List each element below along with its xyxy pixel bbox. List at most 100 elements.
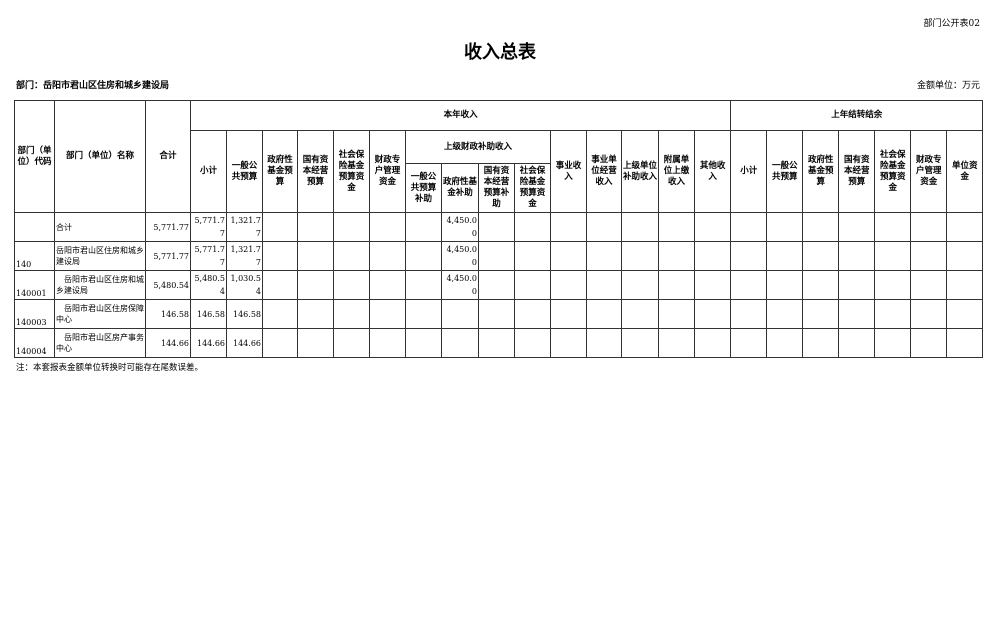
table-row: 合计 5,771.77 5,771.77 1,321.77 4,450.00 [14,212,984,242]
cell-empty [550,270,587,300]
table-row: 140001 岳阳市君山区住房和城乡建设局 5,480.54 5,480.54 1,0… [14,270,984,300]
cell-empty [550,212,587,242]
header-subsidy-col: 政府性基金补助 [441,163,479,213]
cell-subtotal: 5,480.54 [190,270,227,300]
header-py-col: 政府性基金预算 [802,130,840,213]
cell-empty [297,241,334,271]
cell-empty [621,299,659,329]
cell-empty [693,241,732,271]
header-superior-subsidy: 上级财政补助收入 [405,130,551,164]
cell-empty [621,241,659,271]
cell-empty [730,328,768,358]
header-name: 部门（单位）名称 [54,100,146,213]
header-subsidy-col: 国有资本经营预算补助 [478,163,515,213]
cell-empty [333,241,370,271]
cell-empty [478,299,515,329]
cell-general-budget: 144.66 [226,328,263,358]
cell-empty [369,299,406,329]
cell-empty [514,328,551,358]
cell-empty [874,241,912,271]
cell-empty [766,299,804,329]
cell-empty [514,241,551,271]
cell-empty [802,241,840,271]
cell-name: 岳阳市君山区住房和城乡建设局 [54,241,146,271]
cell-empty [369,212,406,242]
header-cy-col: 一般公共预算 [226,130,263,213]
header-subsidy-col: 一般公共预算补助 [405,163,442,213]
cell-empty [730,241,768,271]
cell-empty [333,299,370,329]
cell-empty [946,328,984,358]
cell-empty [658,299,695,329]
cell-empty [405,241,442,271]
cell-empty [297,299,334,329]
cell-empty [550,299,587,329]
header-cy-tail: 上级单位补助收入 [621,130,659,213]
cell-empty [297,328,334,358]
cell-empty [621,270,659,300]
cell-empty [550,241,587,271]
table-row: 140003 岳阳市君山区住房保障中心 146.58 146.58 146.58 [14,299,984,329]
cell-empty [766,212,804,242]
cell-total: 146.58 [145,299,191,329]
cell-empty [478,212,515,242]
department-label: 部门：岳阳市君山区住房和城乡建设局 [16,81,170,91]
cell-empty [369,328,406,358]
cell-empty [297,270,334,300]
cell-empty [514,270,551,300]
cell-empty [478,270,515,300]
header-prior-year: 上年结转结余 [730,100,984,131]
header-cy-tail: 事业收入 [550,130,587,213]
cell-general-budget: 1,321.77 [226,241,263,271]
cell-empty [586,299,622,329]
cell-empty [405,299,442,329]
cell-general-budget: 1,321.77 [226,212,263,242]
header-py-col: 社会保险基金预算资金 [874,130,912,213]
cell-empty [405,328,442,358]
cell-gov-fund-subsidy: 4,450.00 [441,270,479,300]
cell-general-budget: 1,030.54 [226,270,263,300]
cell-empty [658,212,695,242]
header-py-col: 财政专户管理资金 [910,130,948,213]
cell-empty [910,270,948,300]
unit-label: 金额单位：万元 [916,81,980,91]
cell-empty [262,270,298,300]
cell-name: 合计 [54,212,146,242]
cell-empty [478,328,515,358]
cell-empty [766,270,804,300]
cell-general-budget: 146.58 [226,299,263,329]
cell-empty [910,212,948,242]
cell-gov-fund-subsidy [441,299,479,329]
cell-empty [262,328,298,358]
cell-total: 144.66 [145,328,191,358]
cell-empty [333,270,370,300]
cell-empty [766,241,804,271]
cell-empty [946,299,984,329]
cell-name: 岳阳市君山区住房和城乡建设局 [54,270,146,300]
cell-empty [478,241,515,271]
header-cy-col: 小计 [190,130,227,213]
cell-code: 140 [14,241,55,271]
cell-code: 140001 [14,270,55,300]
cell-empty [369,241,406,271]
cell-empty [838,212,876,242]
cell-name: 岳阳市君山区住房保障中心 [54,299,146,329]
cell-gov-fund-subsidy [441,328,479,358]
cell-empty [586,212,622,242]
cell-subtotal: 5,771.77 [190,241,227,271]
cell-empty [333,212,370,242]
cell-empty [693,270,732,300]
cell-empty [514,299,551,329]
cell-empty [693,212,732,242]
cell-empty [802,328,840,358]
cell-code: 140003 [14,299,55,329]
cell-code [14,212,55,242]
cell-empty [658,270,695,300]
cell-empty [838,299,876,329]
cell-empty [405,212,442,242]
cell-gov-fund-subsidy: 4,450.00 [441,212,479,242]
footnote: 注：本套报表金额单位转换时可能存在尾数误差。 [16,363,204,373]
cell-empty [766,328,804,358]
cell-code: 140004 [14,328,55,358]
cell-empty [838,328,876,358]
